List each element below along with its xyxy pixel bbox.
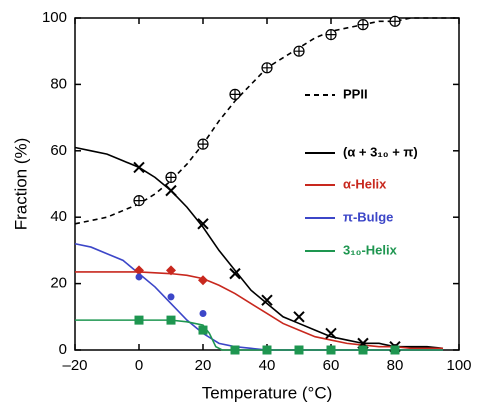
marker-square	[358, 345, 368, 355]
marker-plus	[198, 139, 208, 150]
point	[165, 184, 177, 197]
marker-square	[294, 345, 304, 355]
marker-square	[390, 345, 400, 355]
marker-plus	[230, 89, 240, 100]
marker-plus	[166, 172, 176, 183]
legend-label: (α + 3₁₀ + π)	[343, 144, 418, 159]
x-axis-title: Temperature (°C)	[202, 383, 333, 402]
point	[229, 267, 241, 280]
point	[262, 345, 272, 355]
x-tick-label: 20	[195, 357, 212, 374]
marker-cross	[325, 327, 337, 340]
point	[261, 62, 273, 74]
y-tick-label: 60	[50, 142, 67, 159]
point	[389, 15, 401, 27]
x-tick-label: 60	[323, 357, 340, 374]
legend-label: PPII	[343, 86, 368, 101]
marker-dot	[199, 309, 207, 317]
x-tick-label: 0	[135, 357, 143, 374]
point	[197, 218, 209, 230]
point	[261, 294, 273, 306]
y-tick-label: 0	[59, 341, 67, 358]
legend-label: π-Bulge	[343, 209, 393, 224]
fit-line	[74, 17, 459, 225]
marker-square	[198, 325, 208, 335]
point	[198, 275, 208, 286]
marker-cross	[261, 294, 273, 306]
point	[199, 309, 207, 317]
x-tick-label: 100	[446, 357, 471, 374]
y-tick-label: 40	[50, 208, 67, 225]
marker-plus	[358, 19, 368, 30]
marker-square	[134, 315, 144, 325]
point	[390, 345, 400, 355]
y-axis-title: Fraction (%)	[11, 138, 30, 231]
x-tick-label: 40	[259, 357, 276, 374]
point	[134, 265, 144, 276]
marker-cross	[229, 267, 241, 280]
point	[167, 293, 175, 301]
legend-label: 3₁₀-Helix	[343, 242, 398, 257]
marker-plus	[326, 29, 336, 40]
point	[325, 28, 337, 41]
point	[133, 161, 145, 174]
marker-square	[166, 315, 176, 325]
legend-label: α-Helix	[343, 176, 387, 191]
point	[294, 345, 304, 355]
marker-square	[262, 345, 272, 355]
point	[165, 171, 177, 183]
point	[293, 311, 305, 323]
marker-plus	[294, 46, 304, 57]
point	[197, 138, 209, 150]
point	[166, 315, 176, 325]
marker-diamond	[166, 265, 176, 276]
point	[358, 345, 368, 355]
point	[198, 325, 208, 335]
point	[230, 345, 240, 355]
y-tick-label: 20	[50, 275, 67, 292]
marker-cross	[293, 311, 305, 323]
point	[133, 195, 145, 207]
point	[293, 45, 305, 57]
marker-plus	[390, 16, 400, 27]
point	[134, 315, 144, 325]
marker-plus	[262, 62, 272, 73]
point	[166, 265, 176, 276]
marker-square	[230, 345, 240, 355]
fit-line	[75, 271, 443, 350]
point	[135, 273, 143, 281]
y-tick-label: 80	[50, 75, 67, 92]
fit-line	[74, 146, 444, 350]
marker-cross	[165, 184, 177, 197]
marker-plus	[134, 195, 144, 206]
marker-cross	[197, 218, 209, 230]
point	[325, 327, 337, 340]
point	[229, 88, 241, 100]
x-tick-label: 80	[387, 357, 404, 374]
point	[357, 19, 369, 31]
marker-diamond	[134, 265, 144, 276]
point	[326, 345, 336, 355]
marker-square	[326, 345, 336, 355]
x-tick-label: –20	[62, 357, 87, 374]
marker-dot	[167, 293, 175, 301]
marker-dot	[135, 273, 143, 281]
marker-diamond	[198, 275, 208, 286]
marker-cross	[133, 161, 145, 174]
y-tick-label: 100	[42, 9, 67, 26]
